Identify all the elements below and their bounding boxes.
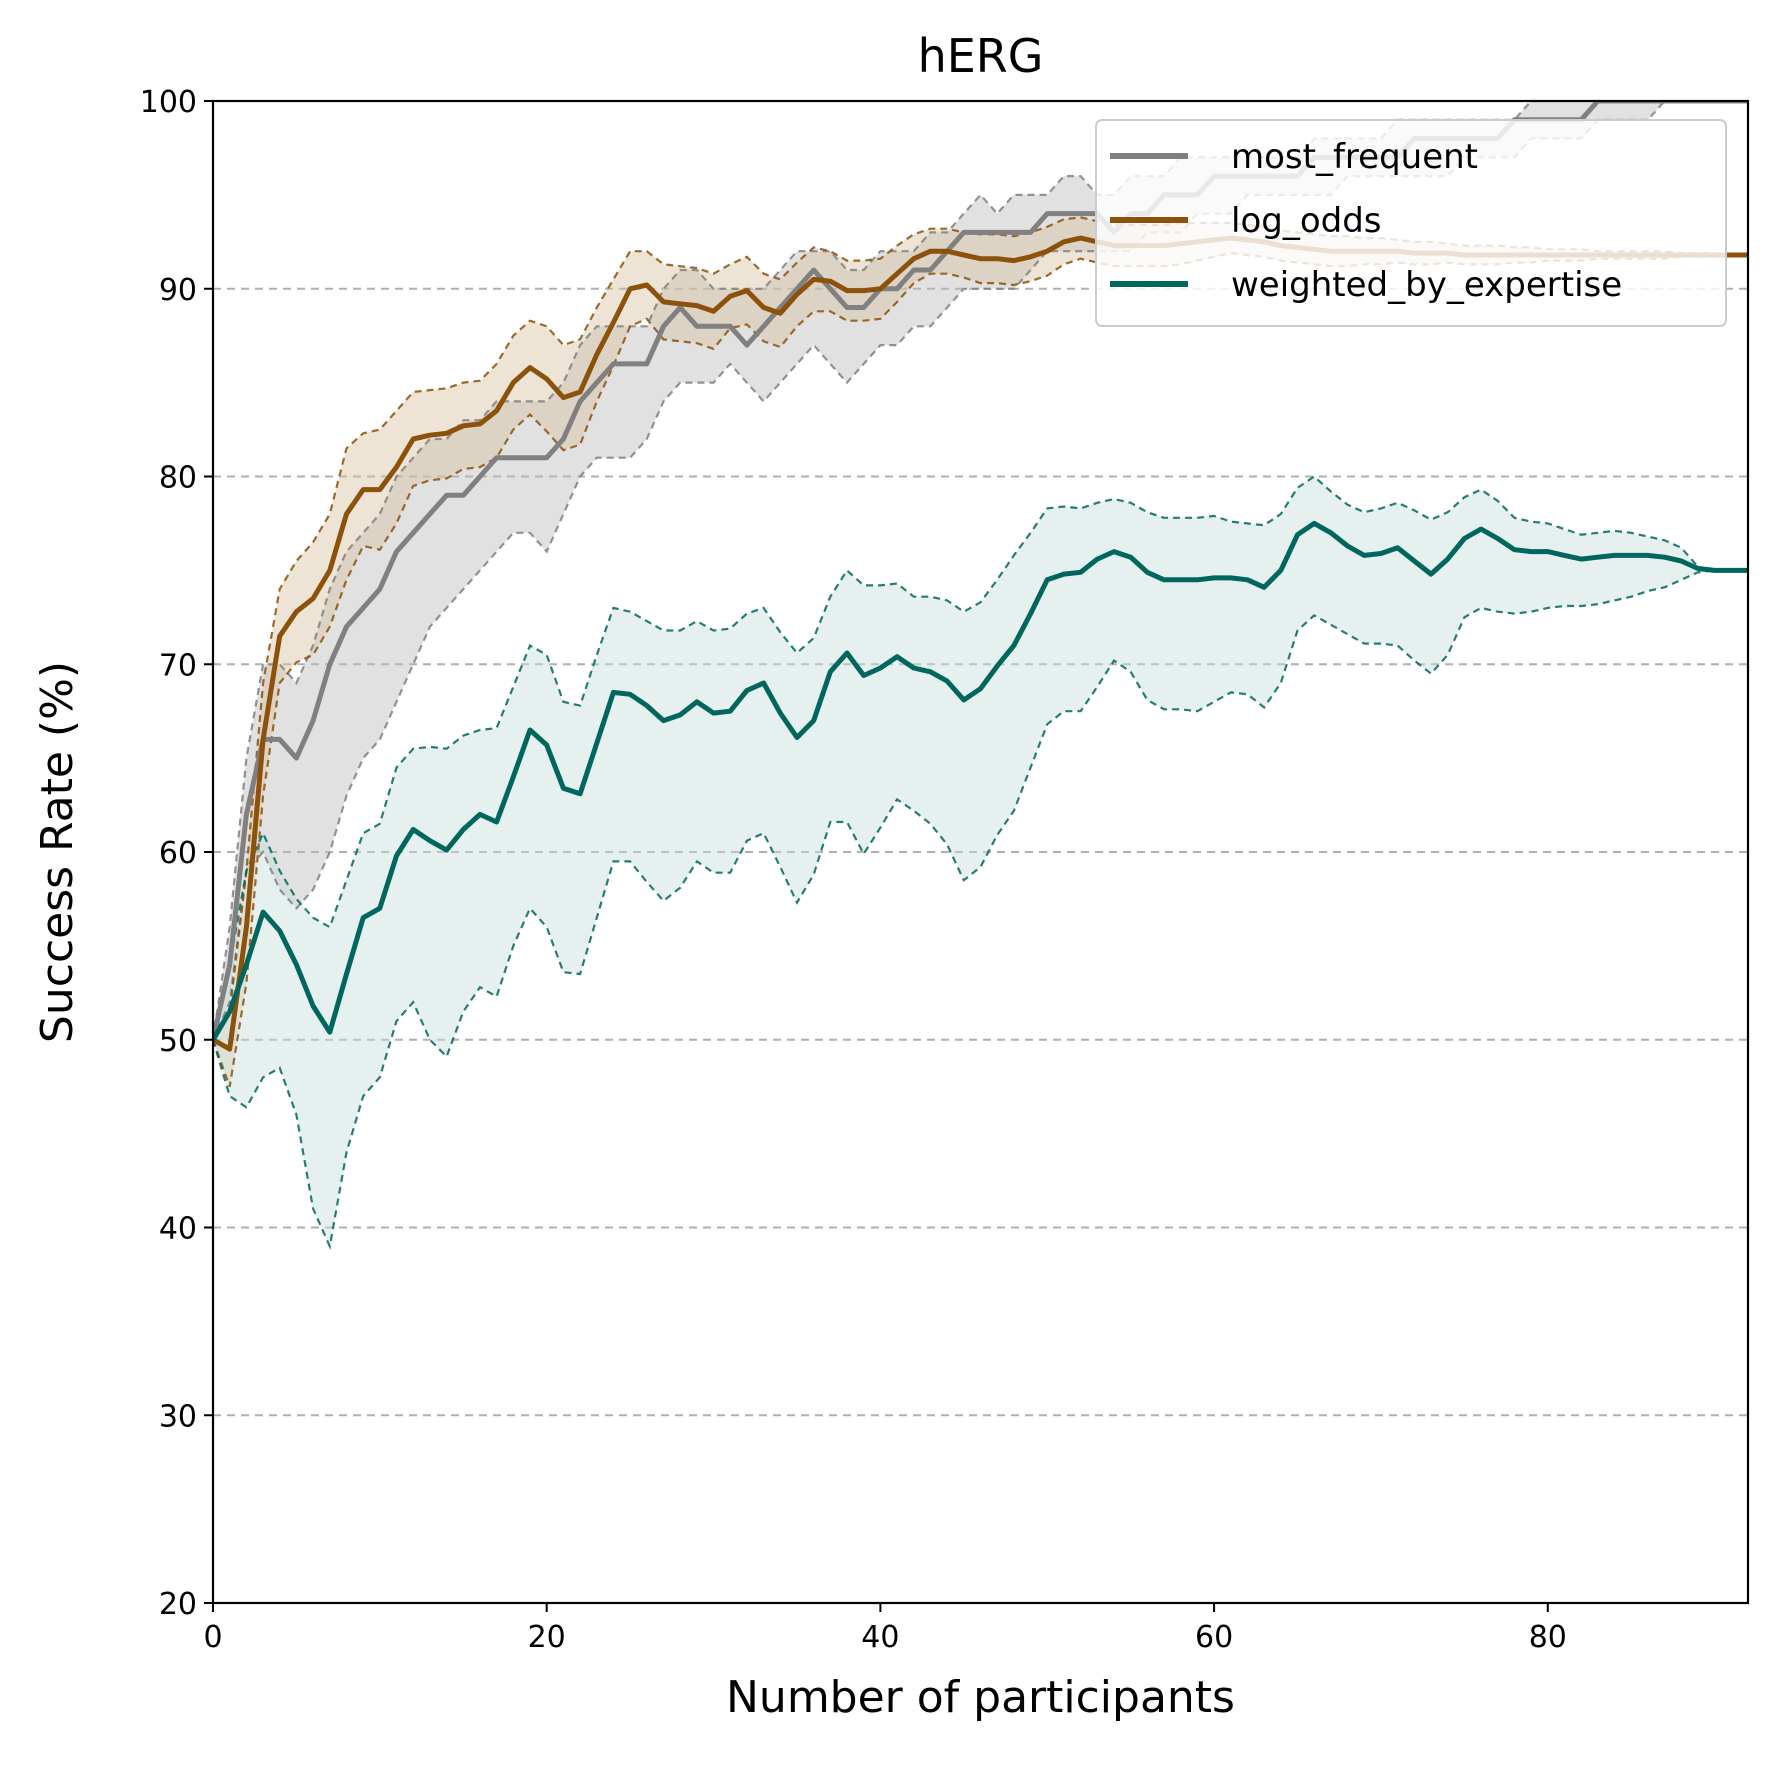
y-tick-label: 40 xyxy=(159,1212,197,1247)
legend-label-log-odds: log_odds xyxy=(1231,201,1382,241)
y-tick-label: 100 xyxy=(140,85,197,120)
legend-box xyxy=(1095,119,1727,327)
log-odds-lower-bound xyxy=(213,251,1748,1088)
most-frequent-band xyxy=(213,101,1748,1040)
y-tick-label: 80 xyxy=(159,461,197,496)
legend-label-most-frequent: most_frequent xyxy=(1231,137,1478,177)
weighted-by-expertise-band xyxy=(213,476,1748,1247)
most-frequent-upper-bound xyxy=(213,101,1748,1040)
chart-title: hERG xyxy=(918,29,1044,83)
y-tick-label: 30 xyxy=(159,1399,197,1434)
y-tick-label: 20 xyxy=(159,1587,197,1622)
y-axis-title: Success Rate (%) xyxy=(32,661,83,1043)
confidence-bands xyxy=(213,101,1748,1247)
x-tick-label: 80 xyxy=(1529,1620,1567,1655)
x-tick-label: 40 xyxy=(861,1620,899,1655)
weighted-by-expertise-line xyxy=(213,520,1748,1042)
weighted-by-expertise-upper-bound xyxy=(213,475,1748,1041)
x-axis-title: Number of participants xyxy=(726,1672,1235,1723)
legend: most_frequent log_odds weighted_by_experti… xyxy=(1095,119,1727,327)
gridlines xyxy=(213,287,1748,1417)
x-tick-label: 20 xyxy=(528,1620,566,1655)
y-tick-label: 90 xyxy=(159,273,197,308)
y-tick-label: 60 xyxy=(159,836,197,871)
x-tick-label: 60 xyxy=(1195,1620,1233,1655)
y-tick-label: 50 xyxy=(159,1024,197,1059)
y-tick-label: 70 xyxy=(159,648,197,683)
legend-label-weighted-by-expertise: weighted_by_expertise xyxy=(1231,265,1622,305)
x-tick-label: 0 xyxy=(203,1620,222,1655)
